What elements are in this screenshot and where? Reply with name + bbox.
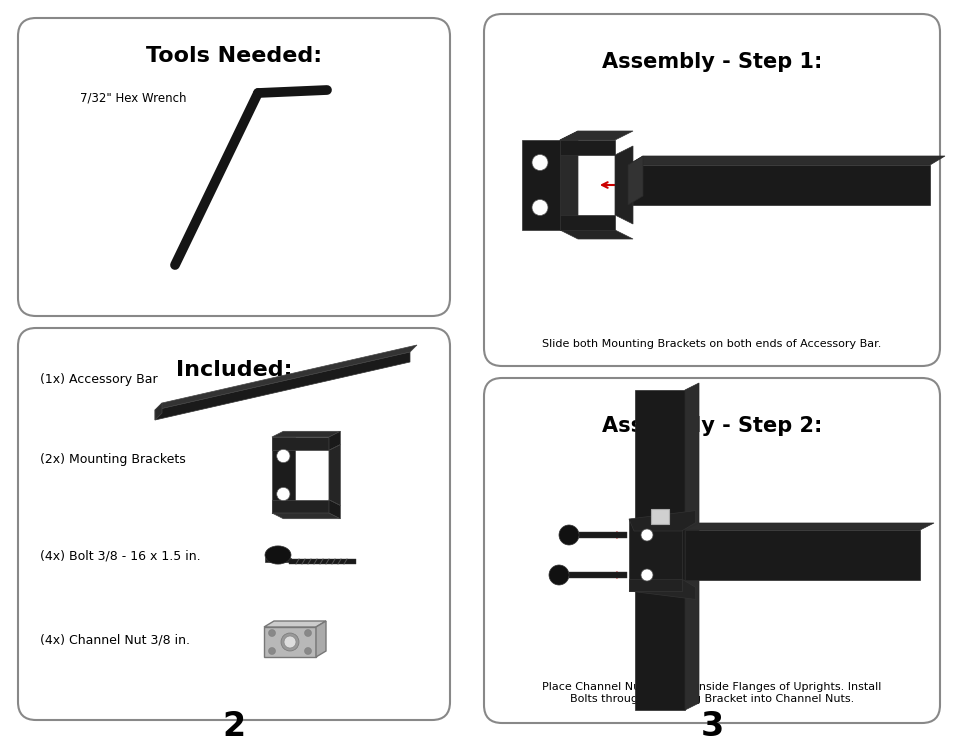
Circle shape: [268, 647, 275, 655]
Circle shape: [276, 487, 290, 500]
Polygon shape: [315, 621, 326, 657]
Text: (2x) Mounting Brackets: (2x) Mounting Brackets: [40, 453, 186, 466]
Polygon shape: [559, 215, 615, 230]
Polygon shape: [264, 621, 326, 627]
FancyBboxPatch shape: [18, 328, 450, 720]
Text: Place Channel Nuts behind inside Flanges of Uprights. Install
Bolts through Moun: Place Channel Nuts behind inside Flanges…: [541, 682, 881, 704]
Polygon shape: [272, 437, 295, 513]
Circle shape: [281, 633, 298, 651]
Polygon shape: [521, 140, 559, 230]
Polygon shape: [289, 559, 355, 564]
Text: Assembly - Step 2:: Assembly - Step 2:: [601, 416, 821, 436]
Ellipse shape: [265, 546, 291, 564]
Polygon shape: [559, 140, 615, 155]
FancyBboxPatch shape: [264, 627, 315, 657]
Circle shape: [640, 569, 652, 581]
Circle shape: [548, 565, 568, 585]
Polygon shape: [329, 444, 340, 506]
Polygon shape: [628, 511, 695, 531]
Text: (4x) Channel Nut 3/8 in.: (4x) Channel Nut 3/8 in.: [40, 633, 190, 646]
Polygon shape: [559, 131, 578, 230]
Polygon shape: [265, 558, 291, 562]
Polygon shape: [154, 345, 416, 410]
Text: Assembly - Step 1:: Assembly - Step 1:: [601, 52, 821, 72]
Polygon shape: [684, 523, 933, 530]
FancyBboxPatch shape: [650, 509, 668, 524]
Circle shape: [640, 529, 652, 541]
Circle shape: [268, 630, 275, 636]
Polygon shape: [154, 352, 410, 420]
Text: Included:: Included:: [175, 360, 292, 380]
Polygon shape: [568, 572, 626, 578]
Polygon shape: [627, 165, 929, 205]
Polygon shape: [272, 513, 340, 519]
Circle shape: [304, 630, 312, 636]
Circle shape: [284, 636, 295, 648]
Text: 7/32" Hex Wrench: 7/32" Hex Wrench: [80, 92, 186, 105]
Polygon shape: [154, 403, 162, 420]
Circle shape: [558, 525, 578, 545]
Polygon shape: [627, 156, 944, 165]
Text: (1x) Accessory Bar: (1x) Accessory Bar: [40, 373, 157, 387]
FancyBboxPatch shape: [483, 378, 939, 723]
Circle shape: [532, 154, 547, 170]
Text: 3: 3: [700, 709, 723, 738]
Polygon shape: [627, 156, 642, 205]
Polygon shape: [628, 579, 695, 599]
Text: (4x) Bolt 3/8 - 16 x 1.5 in.: (4x) Bolt 3/8 - 16 x 1.5 in.: [40, 550, 200, 562]
Polygon shape: [578, 532, 626, 538]
Text: Slide both Mounting Brackets on both ends of Accessory Bar.: Slide both Mounting Brackets on both end…: [541, 339, 881, 349]
Polygon shape: [684, 530, 919, 580]
Polygon shape: [559, 131, 633, 140]
Polygon shape: [329, 500, 340, 519]
FancyBboxPatch shape: [483, 14, 939, 366]
Polygon shape: [329, 431, 340, 450]
Polygon shape: [628, 579, 681, 591]
FancyBboxPatch shape: [18, 18, 450, 316]
Text: 2: 2: [222, 709, 245, 738]
Circle shape: [276, 449, 290, 463]
Polygon shape: [272, 437, 329, 450]
Polygon shape: [272, 500, 329, 513]
Polygon shape: [559, 230, 633, 239]
Text: Tools Needed:: Tools Needed:: [146, 46, 322, 66]
Polygon shape: [635, 390, 684, 710]
Polygon shape: [272, 431, 340, 437]
Polygon shape: [615, 146, 633, 224]
Polygon shape: [628, 519, 681, 591]
Circle shape: [304, 647, 312, 655]
Circle shape: [532, 199, 547, 215]
Polygon shape: [684, 383, 699, 710]
